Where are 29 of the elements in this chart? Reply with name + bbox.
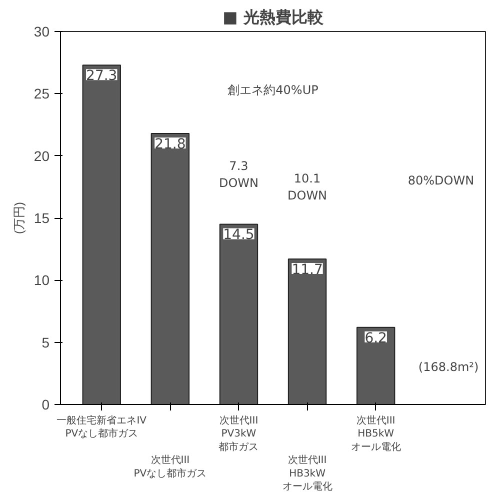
data-label: 11.7: [292, 262, 323, 278]
bar: [288, 258, 327, 404]
data-label: 27.3: [86, 68, 118, 84]
y-tick-label: 20: [34, 148, 50, 164]
bar: [356, 326, 396, 404]
bar: [219, 224, 258, 404]
chart-title: ■ 光熱費比較: [222, 8, 324, 26]
x-tick-label: 次世代III PVなし都市ガス: [134, 454, 207, 480]
x-tick-label: 次世代III HB5kW オール電化: [350, 414, 401, 453]
y-tick-label: 5: [42, 334, 50, 350]
annotation: 10.1 DOWN: [288, 172, 328, 202]
annotation: 創エネ約40%UP: [228, 82, 318, 97]
bar: [82, 64, 121, 404]
annotation: 80%DOWN: [408, 174, 474, 188]
data-label: 14.5: [223, 227, 254, 244]
x-tick-label: 次世代III PV3kW 都市ガス: [218, 414, 259, 453]
y-tick-label: 30: [34, 24, 50, 40]
data-label: 21.8: [154, 136, 186, 152]
y-tick-label: 0: [42, 396, 50, 412]
data-label: 6.2: [364, 330, 387, 346]
y-tick-label: 10: [34, 272, 50, 288]
y-tick-label: 25: [34, 86, 50, 102]
x-tick-label: 次世代III HB3kW オール電化: [282, 454, 332, 492]
bar: [150, 132, 190, 404]
y-tick-label: 15: [34, 210, 50, 226]
annotation: 7.3 DOWN: [218, 159, 258, 190]
y-axis-title: (万円): [12, 202, 26, 234]
text: (168.8m²): [418, 360, 479, 374]
x-tick-label: 一般住宅新省エネIV PVなし都市ガス: [56, 414, 147, 440]
